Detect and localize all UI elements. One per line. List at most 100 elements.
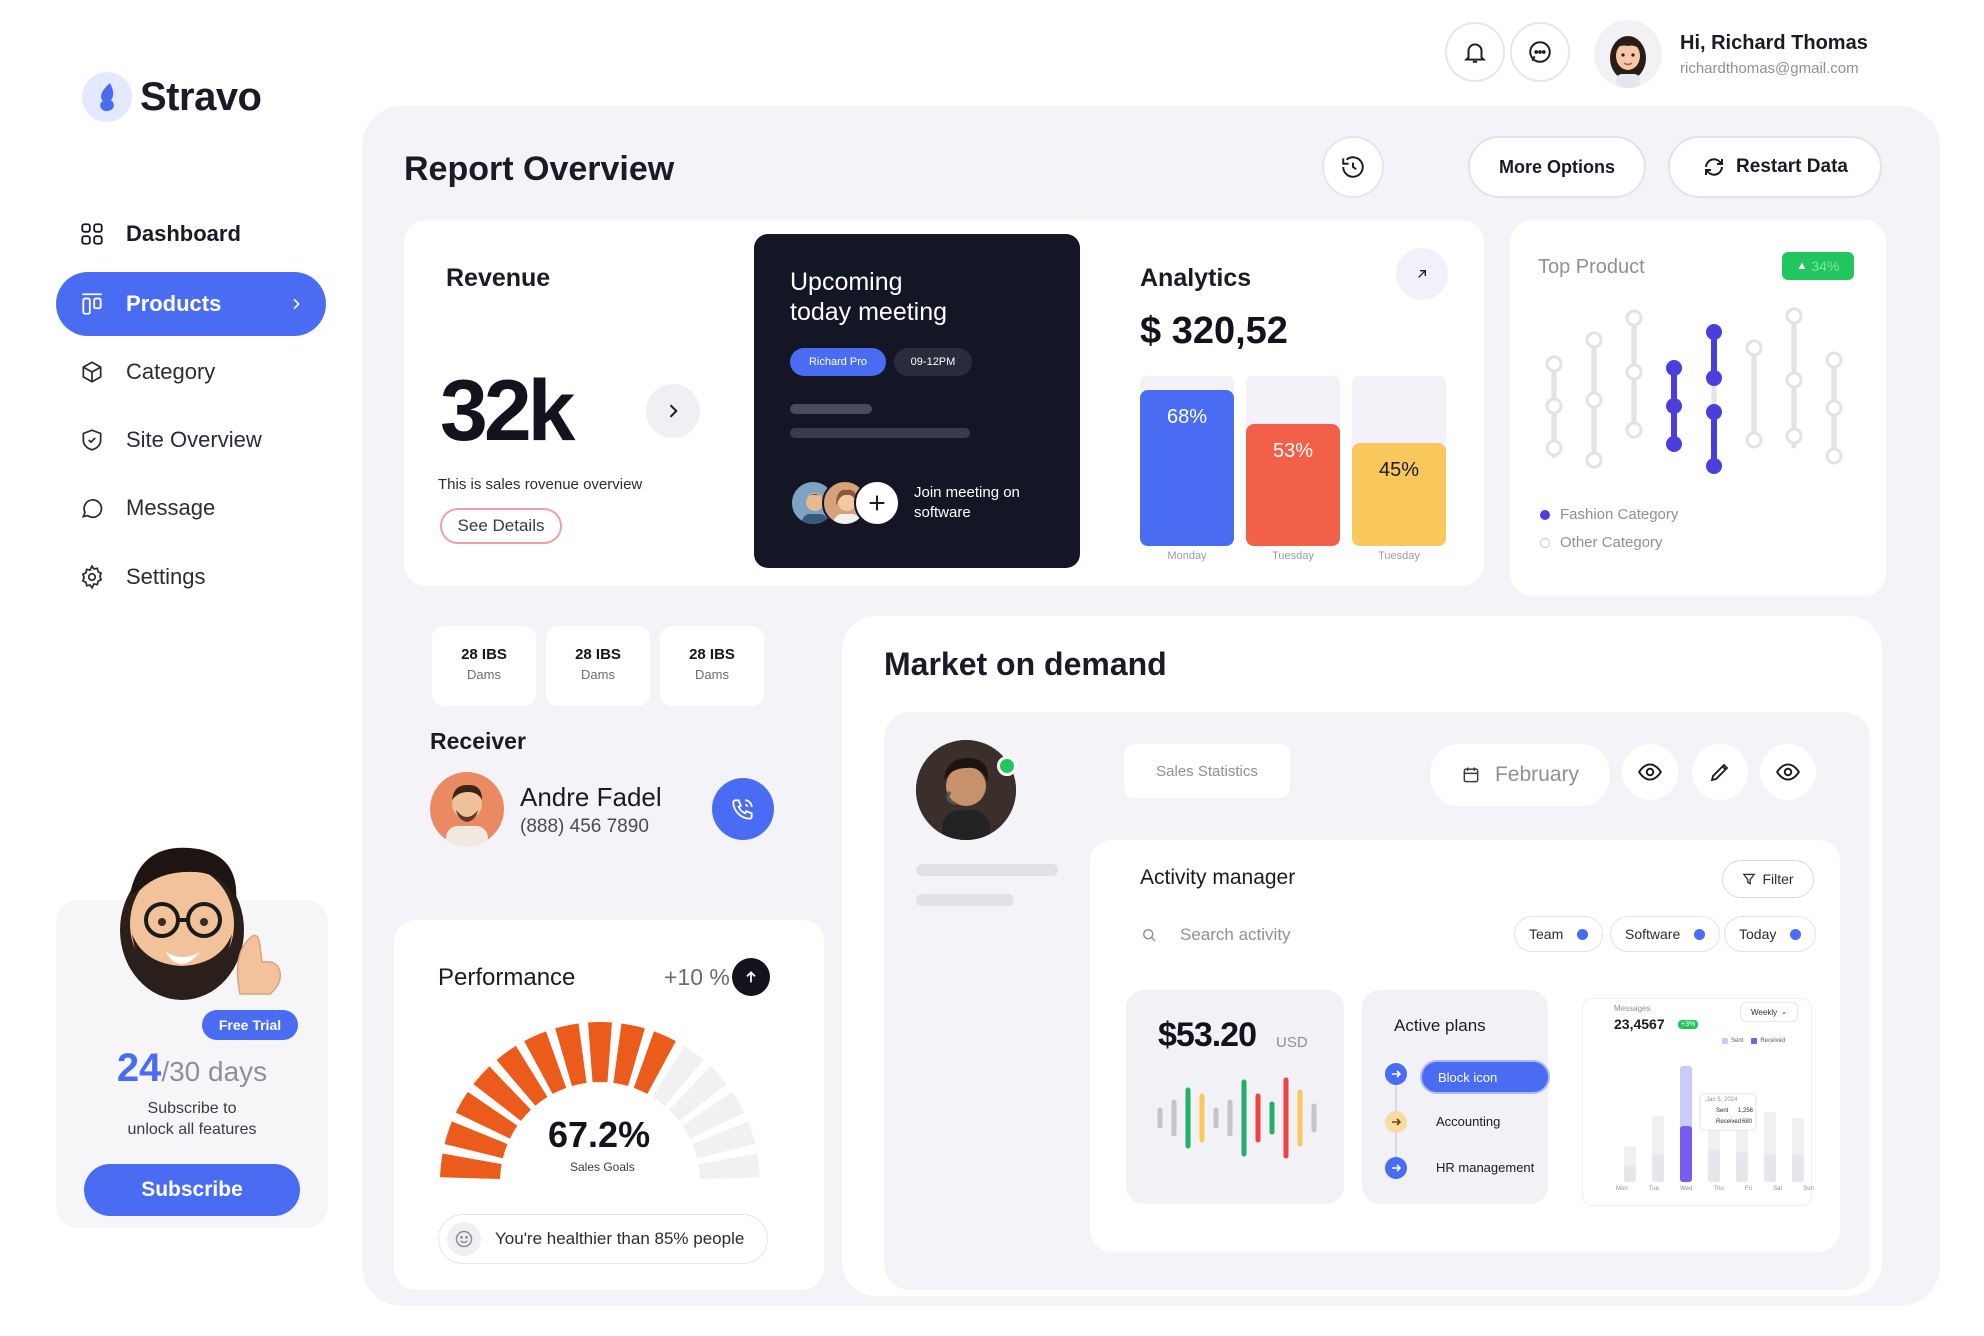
plan-item-active[interactable]: Block icon: [1420, 1060, 1550, 1094]
eye-icon[interactable]: [1622, 744, 1678, 800]
expand-arrow-icon[interactable]: [1396, 248, 1448, 300]
tooltip-received-label: Received: [1716, 1119, 1742, 1125]
sidebar-item-products[interactable]: Products: [56, 272, 326, 336]
market-title: Market on demand: [884, 646, 1167, 682]
filter-button[interactable]: Filter: [1722, 860, 1814, 898]
tooltip-sent-label: Sent: [1716, 1108, 1729, 1114]
more-options-button[interactable]: More Options: [1468, 136, 1646, 198]
month-picker[interactable]: February: [1430, 744, 1610, 806]
placeholder-line: [916, 864, 1058, 876]
sidebar-item-message[interactable]: Message: [56, 476, 326, 540]
sales-statistics-tab[interactable]: Sales Statistics: [1124, 744, 1290, 798]
analytics-bar[interactable]: [1352, 442, 1446, 546]
tab-label: Team: [1529, 926, 1564, 942]
performance-gauge: [440, 1022, 760, 1180]
stat-value: 28 IBS: [461, 646, 507, 663]
subscribe-button[interactable]: Subscribe: [84, 1164, 300, 1216]
receiver-name: Andre Fadel: [520, 782, 662, 812]
join-meeting-line-1: Join meeting on: [914, 484, 1020, 501]
active-plans-title: Active plans: [1394, 1016, 1486, 1035]
stat-card: 28 IBS Dams: [660, 626, 764, 706]
stat-card: 28 IBS Dams: [432, 626, 536, 706]
stat-value: 28 IBS: [689, 646, 735, 663]
health-note: You're healthier than 85% people: [438, 1214, 768, 1264]
market-avatar: [916, 740, 1016, 840]
edit-pencil-icon[interactable]: [1692, 744, 1748, 800]
analytics-bar[interactable]: [1140, 389, 1234, 546]
calendar-icon: [1461, 765, 1481, 785]
logo[interactable]: Stravo: [82, 72, 262, 122]
analytics-day-label: Tuesday: [1272, 550, 1314, 562]
shield-icon: [78, 426, 106, 454]
gauge-segment: [698, 1153, 760, 1180]
sidebar-item-site-overview[interactable]: Site Overview: [56, 408, 326, 472]
gauge-segment: [669, 1066, 727, 1121]
arrow-up-icon[interactable]: [732, 958, 770, 996]
filter-icon: [1742, 872, 1756, 886]
analytics-day-label: Tuesday: [1378, 550, 1420, 562]
sidebar-item-settings[interactable]: Settings: [56, 545, 326, 609]
period-select[interactable]: Weekly ⌄: [1740, 1002, 1798, 1022]
tab-dot: [1577, 928, 1589, 940]
legend-other-label: Other Category: [1560, 534, 1663, 551]
tab-today[interactable]: Today: [1724, 916, 1817, 952]
trial-days-total: /30 days: [161, 1056, 268, 1087]
smile-icon: [447, 1222, 481, 1256]
tab-dot: [1694, 928, 1706, 940]
messages-bar-chart: [1624, 1066, 1804, 1182]
meeting-title-1: Upcoming: [790, 268, 903, 296]
receiver-avatar: [430, 772, 504, 846]
see-details-button[interactable]: See Details: [440, 508, 562, 544]
messages-legend: Sent Received: [1722, 1038, 1785, 1044]
gauge-segment: [440, 1153, 502, 1180]
plan-item[interactable]: Accounting: [1436, 1114, 1501, 1129]
user-email: richardthomas@gmail.com: [1680, 60, 1859, 77]
messages-value: 23,4567: [1614, 1016, 1665, 1032]
restart-data-button[interactable]: Restart Data: [1668, 136, 1882, 198]
receiver-title: Receiver: [430, 728, 526, 754]
analytics-day-label: Monday: [1167, 550, 1207, 562]
receiver-phone: (888) 456 7890: [520, 816, 649, 837]
price-amount: $53.20: [1158, 1016, 1257, 1054]
plan-item[interactable]: HR management: [1436, 1160, 1535, 1175]
free-trial-badge: Free Trial: [202, 1010, 298, 1040]
sidebar-item-dashboard[interactable]: Dashboard: [56, 202, 326, 266]
sidebar-item-category[interactable]: Category: [56, 340, 326, 404]
history-icon[interactable]: [1322, 136, 1384, 198]
revenue-value: 32k: [440, 363, 575, 459]
tab-software[interactable]: Software: [1610, 916, 1721, 952]
notification-bell-icon[interactable]: [1445, 22, 1505, 82]
page-title: Report Overview: [404, 150, 675, 188]
stat-label: Dams: [695, 667, 729, 682]
analytics-bar-label: 45%: [1378, 458, 1420, 481]
gauge-segment: [455, 1091, 518, 1139]
sidebar-item-label: Site Overview: [126, 427, 262, 452]
add-participant-button[interactable]: [854, 480, 900, 526]
search-icon: [1140, 926, 1158, 944]
gauge-segment: [555, 1023, 587, 1087]
revenue-next-button[interactable]: [646, 384, 700, 438]
period-label: Weekly: [1751, 1007, 1778, 1017]
gauge-segment: [633, 1031, 676, 1094]
x-tick: Sun: [1803, 1186, 1814, 1192]
meeting-tag-time: 09-12PM: [894, 348, 972, 376]
tab-team[interactable]: Team: [1514, 916, 1604, 952]
eye-icon[interactable]: [1760, 744, 1816, 800]
x-tick: Thu: [1713, 1186, 1724, 1192]
analytics-bar[interactable]: [1246, 424, 1340, 546]
call-button[interactable]: [712, 778, 774, 840]
chat-icon[interactable]: [1510, 22, 1570, 82]
month-label: February: [1494, 763, 1580, 786]
search-activity[interactable]: Search activity: [1140, 918, 1440, 952]
user-avatar[interactable]: [1594, 20, 1662, 88]
legend-swatch: [1722, 1038, 1728, 1044]
revenue-caption: This is sales rovenue overview: [438, 476, 643, 493]
x-tick: Wed: [1680, 1186, 1693, 1192]
x-tick: Mon: [1616, 1186, 1628, 1192]
gear-icon: [78, 563, 106, 591]
performance-value: 67.2%: [548, 1114, 651, 1155]
tooltip-sent-value: 1,256: [1738, 1108, 1754, 1114]
trial-days: 24/30 days: [56, 1046, 328, 1091]
legend-fashion-label: Fashion Category: [1560, 506, 1679, 523]
search-input[interactable]: Search activity: [1180, 925, 1291, 944]
